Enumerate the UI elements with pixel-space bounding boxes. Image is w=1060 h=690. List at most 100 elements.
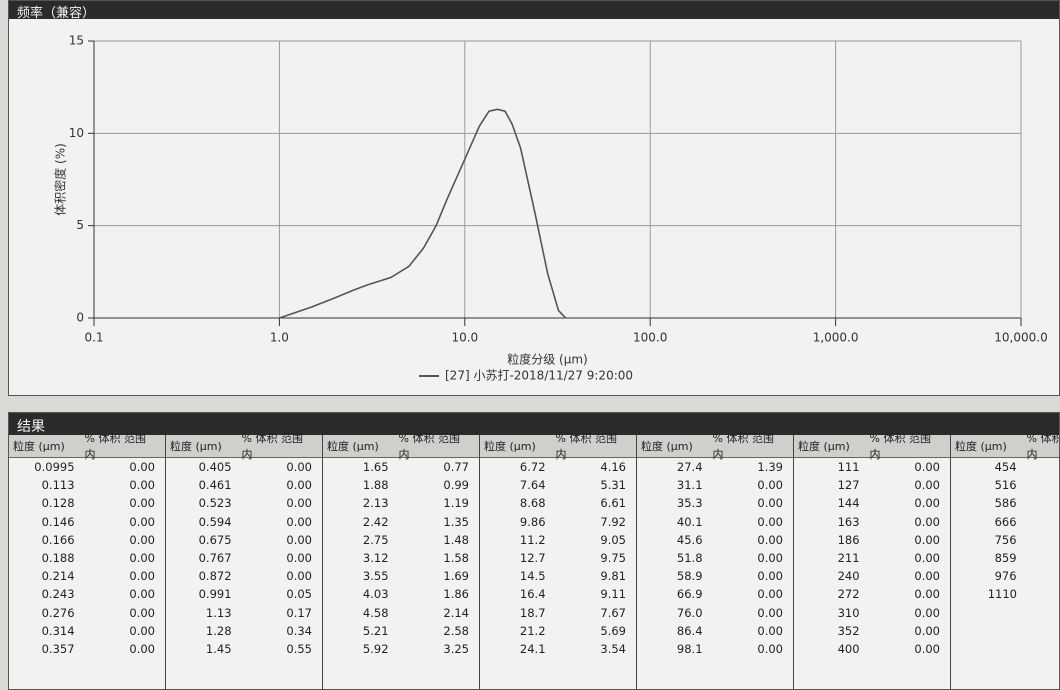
volume-percent: 0.77 [443, 460, 469, 475]
particle-size: 24.1 [519, 641, 546, 656]
volume-percent: 7.67 [600, 605, 626, 620]
volume-percent: 0.00 [129, 623, 155, 638]
volume-percent: 0.00 [914, 460, 940, 475]
volume-percent: 0.00 [757, 514, 783, 529]
particle-size: 35.3 [676, 496, 703, 511]
volume-percent: 0.00 [757, 551, 783, 566]
result-row: 3.12 1.58 [323, 549, 479, 567]
volume-percent: 0.00 [129, 569, 155, 584]
result-row: 756 0.00 [951, 531, 1059, 549]
result-row: 127 0.00 [794, 476, 950, 494]
result-row: 0.113 0.00 [9, 476, 165, 494]
result-row: 11.2 9.05 [480, 531, 636, 549]
volume-percent: 0.00 [757, 532, 783, 547]
volume-percent: 0.00 [914, 623, 940, 638]
result-row: 4.03 1.86 [323, 585, 479, 603]
volume-percent: 1.58 [443, 551, 469, 566]
volume-percent: 0.00 [914, 514, 940, 529]
particle-size: 272 [837, 587, 860, 602]
result-row: 35.3 0.00 [637, 494, 793, 512]
results-title: 结果 [9, 413, 1059, 435]
volume-percent: 0.00 [757, 641, 783, 656]
column-header: % 体积 范围内 [241, 432, 303, 461]
result-row: 586 0.00 [951, 494, 1059, 512]
volume-percent: 0.05 [286, 587, 312, 602]
y-axis-label: 体积密度 (%) [53, 143, 68, 216]
column-header: 粒度 (μm) [798, 440, 850, 453]
particle-size: 5.92 [362, 641, 389, 656]
y-tick-label: 0 [76, 311, 84, 325]
result-row: 0.0995 0.00 [9, 458, 165, 476]
result-row: 0.405 0.00 [166, 458, 322, 476]
volume-percent: 0.00 [757, 623, 783, 638]
result-row: 859 0.00 [951, 549, 1059, 567]
result-row: 0.146 0.00 [9, 513, 165, 531]
x-tick-label: 0.1 [84, 331, 103, 345]
particle-size: 0.405 [198, 460, 232, 475]
column-header: % 体积 范围内 [84, 432, 146, 461]
result-row: 1.28 0.34 [166, 622, 322, 640]
volume-percent: 9.75 [600, 551, 626, 566]
result-row: 7.64 5.31 [480, 476, 636, 494]
particle-size: 1.65 [362, 460, 389, 475]
particle-size: 98.1 [676, 641, 703, 656]
result-row: 1.65 0.77 [323, 458, 479, 476]
header-row: 粒度 (μm) % 体积 范围内 [9, 432, 165, 461]
particle-size: 2.42 [362, 514, 389, 529]
volume-percent: 0.00 [1023, 569, 1059, 583]
result-row: 976 0.00 [951, 567, 1059, 585]
volume-percent: 2.14 [443, 605, 469, 620]
chart: 0 5 10 15 0.1 1.0 10.0 100.0 1,000.0 10,000.0 粒度分级… [53, 34, 1048, 383]
volume-percent: 5.31 [600, 478, 626, 493]
volume-percent: 0.00 [1023, 478, 1059, 492]
result-row: 0.767 0.00 [166, 549, 322, 567]
particle-size: 2.13 [362, 496, 389, 511]
result-row: 4.58 2.14 [323, 604, 479, 622]
particle-size: 0.991 [198, 587, 232, 602]
particle-size: 8.68 [519, 496, 546, 511]
result-row: 0.357 0.00 [9, 640, 165, 658]
particle-size: 756 [994, 532, 1017, 547]
result-row: 24.1 3.54 [480, 640, 636, 658]
particle-size: 163 [837, 514, 860, 529]
volume-percent: 0.99 [443, 478, 469, 493]
volume-percent: 1.86 [443, 587, 469, 602]
header-row: 粒度 (μm) % 体积 范围内 [323, 432, 479, 461]
volume-percent: 7.92 [600, 514, 626, 529]
y-tick-label: 5 [76, 218, 84, 232]
particle-size: 14.5 [519, 569, 546, 584]
result-row: 0.188 0.00 [9, 549, 165, 567]
volume-percent: 0.00 [129, 478, 155, 493]
result-row: 51.8 0.00 [637, 549, 793, 567]
result-row: 400 0.00 [794, 640, 950, 658]
column-header: 粒度 (μm) [641, 440, 693, 453]
volume-percent: 0.00 [914, 496, 940, 511]
volume-percent: 0.00 [1023, 551, 1059, 565]
particle-size: 1110 [987, 587, 1017, 602]
particle-size: 0.166 [41, 532, 75, 547]
particle-size: 0.214 [41, 569, 75, 584]
results-table: 粒度 (μm)% 体积 范围内 0.0995 0.00 0.113 0.00 0.128 0… [9, 432, 1059, 689]
particle-size: 40.1 [676, 514, 703, 529]
column-header: % 体积 范围内 [712, 432, 774, 461]
volume-percent: 0.34 [286, 623, 312, 638]
particle-size: 7.64 [519, 478, 546, 493]
result-row: 0.214 0.00 [9, 567, 165, 585]
particle-size: 86.4 [676, 623, 703, 638]
x-tick-label: 10.0 [451, 331, 478, 345]
volume-percent: 0.00 [757, 569, 783, 584]
result-row: 1110 [951, 585, 1059, 603]
particle-size: 211 [837, 551, 860, 566]
particle-size: 0.0995 [34, 460, 75, 475]
volume-percent: 3.54 [600, 641, 626, 656]
volume-percent: 0.00 [286, 514, 312, 529]
result-row: 0.128 0.00 [9, 494, 165, 512]
particle-size: 51.8 [676, 551, 703, 566]
result-row: 16.4 9.11 [480, 585, 636, 603]
particle-size: 186 [837, 532, 860, 547]
particle-size: 3.55 [362, 569, 389, 584]
result-row: 76.0 0.00 [637, 604, 793, 622]
volume-percent: 0.00 [914, 587, 940, 602]
result-row: 2.13 1.19 [323, 494, 479, 512]
x-tick-label: 1.0 [270, 331, 289, 345]
